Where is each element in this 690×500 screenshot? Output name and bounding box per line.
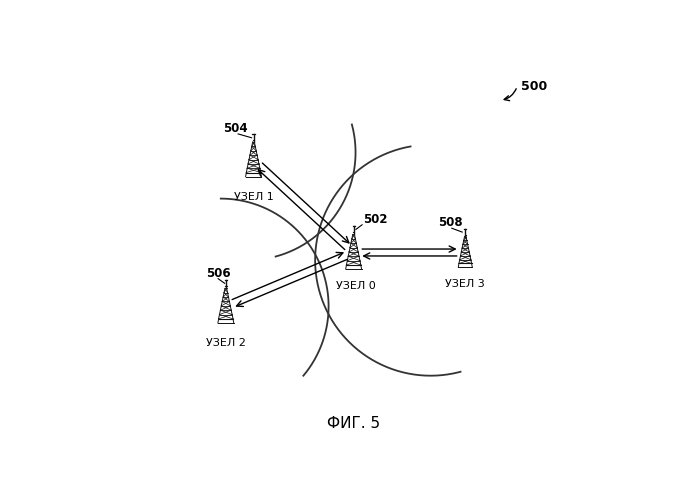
Text: ФИГ. 5: ФИГ. 5 bbox=[327, 416, 380, 432]
Text: УЗЕЛ 0: УЗЕЛ 0 bbox=[335, 282, 375, 292]
Text: УЗЕЛ 2: УЗЕЛ 2 bbox=[206, 338, 246, 348]
Text: 500: 500 bbox=[521, 80, 547, 94]
Text: 504: 504 bbox=[223, 122, 247, 135]
Text: УЗЕЛ 1: УЗЕЛ 1 bbox=[234, 192, 273, 202]
Text: 508: 508 bbox=[438, 216, 463, 230]
Text: УЗЕЛ 3: УЗЕЛ 3 bbox=[446, 280, 485, 289]
Text: 502: 502 bbox=[363, 214, 388, 226]
Text: 506: 506 bbox=[206, 267, 231, 280]
